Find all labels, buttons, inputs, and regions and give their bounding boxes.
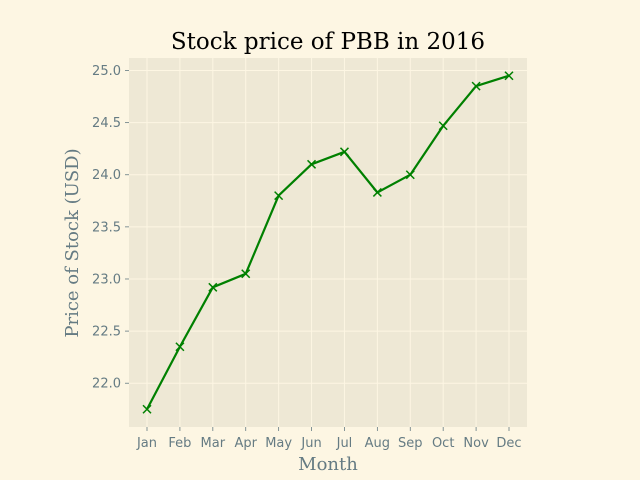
- data-point: [142, 404, 152, 414]
- x-tick-label: Apr: [234, 436, 257, 451]
- x-tick-label: Mar: [201, 436, 226, 451]
- data-point-marker: [274, 191, 284, 201]
- x-tick-label: Dec: [496, 436, 521, 451]
- data-point: [504, 71, 514, 81]
- x-tick-label: May: [265, 436, 292, 451]
- y-tick-label: 23.0: [92, 272, 121, 287]
- data-point-marker: [175, 342, 185, 352]
- y-tick-label: 24.0: [92, 168, 121, 183]
- data-point: [274, 191, 284, 201]
- x-tick-label: Jan: [136, 436, 157, 451]
- x-axis-label: Month: [298, 454, 358, 475]
- chart-title: Stock price of PBB in 2016: [171, 29, 485, 55]
- plot-area: [129, 58, 527, 427]
- data-point-marker: [339, 147, 349, 157]
- data-point: [372, 187, 382, 197]
- data-point: [208, 282, 218, 292]
- y-tick-label: 22.0: [92, 377, 121, 392]
- y-tick-label: 23.5: [92, 220, 121, 235]
- y-tick-label: 25.0: [92, 64, 121, 79]
- data-point-marker: [504, 71, 514, 81]
- data-point: [405, 170, 415, 180]
- data-point-marker: [142, 404, 152, 414]
- y-axis-label: Price of Stock (USD): [62, 148, 83, 337]
- series-line: [146, 74, 510, 410]
- data-point-marker: [372, 187, 382, 197]
- data-point: [471, 81, 481, 91]
- data-point-marker: [438, 121, 448, 131]
- y-tick-label: 22.5: [92, 325, 121, 340]
- data-point-marker: [208, 282, 218, 292]
- data-point-marker: [307, 159, 317, 169]
- data-point-marker: [471, 81, 481, 91]
- data-point: [175, 342, 185, 352]
- x-tick-label: Jun: [300, 436, 321, 451]
- x-tick-label: Nov: [463, 436, 489, 451]
- x-tick-label: Oct: [432, 436, 454, 451]
- x-tick-label: Feb: [168, 436, 191, 451]
- grid: [129, 58, 527, 427]
- data-point: [339, 147, 349, 157]
- data-point: [307, 159, 317, 169]
- data-point: [241, 269, 251, 279]
- data-point-marker: [405, 170, 415, 180]
- data-point-marker: [241, 269, 251, 279]
- data-point: [438, 121, 448, 131]
- y-tick-label: 24.5: [92, 116, 121, 131]
- x-tick-label: Jul: [336, 436, 353, 451]
- axis-ticks: Jan Feb Mar Apr May Jun Jul Aug Sep Oct Nov Dec 22.0…: [92, 64, 522, 451]
- series: [142, 71, 514, 414]
- x-tick-label: Sep: [398, 436, 423, 451]
- x-tick-label: Aug: [365, 436, 390, 451]
